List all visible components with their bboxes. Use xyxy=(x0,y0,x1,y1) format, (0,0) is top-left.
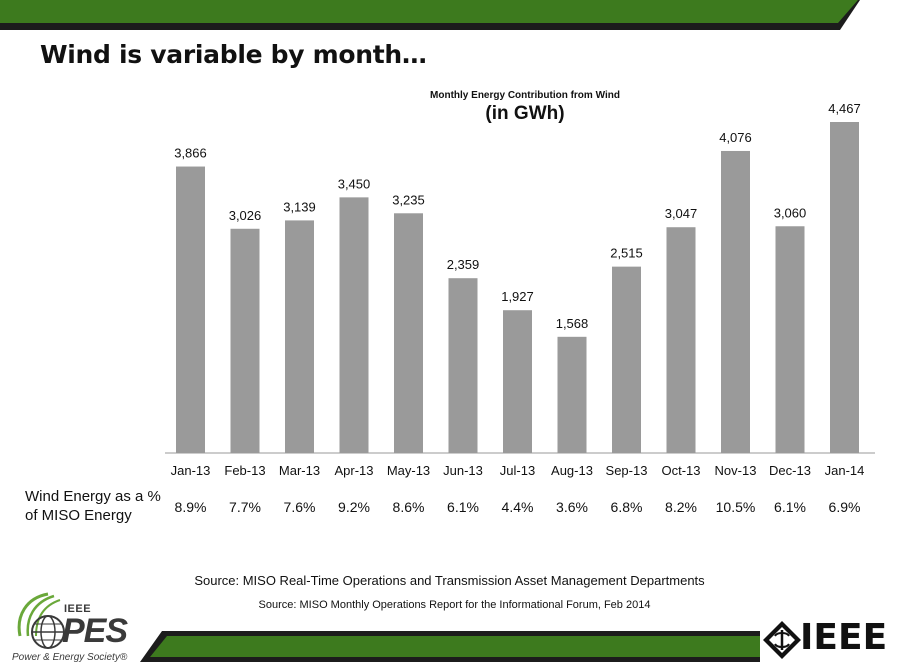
bar-value-label: 4,076 xyxy=(719,130,752,145)
percent-of-miso-label: 9.2% xyxy=(338,499,370,515)
percent-of-miso-label: 6.9% xyxy=(829,499,861,515)
category-tick-label: Mar-13 xyxy=(279,463,320,478)
percent-of-miso-label: 3.6% xyxy=(556,499,588,515)
percent-of-miso-label: 10.5% xyxy=(716,499,756,515)
source-note-2: Source: MISO Monthly Operations Report f… xyxy=(258,599,651,611)
category-tick-label: Sep-13 xyxy=(606,463,648,478)
bar-value-label: 3,866 xyxy=(174,146,207,161)
percent-of-miso-label: 6.1% xyxy=(774,499,806,515)
category-tick-label: Feb-13 xyxy=(224,463,265,478)
percent-of-miso-label: 8.2% xyxy=(665,499,697,515)
ieee-logo-text: IEEE xyxy=(800,617,888,658)
bar xyxy=(721,150,750,453)
pes-logo-text: PES xyxy=(62,612,128,650)
bar xyxy=(448,278,478,453)
bar xyxy=(830,122,859,453)
bar-value-label: 3,060 xyxy=(774,205,807,220)
bar xyxy=(775,226,805,453)
category-tick-label: Jan-14 xyxy=(825,463,865,478)
bar xyxy=(339,197,369,453)
bar-value-label: 2,515 xyxy=(610,246,643,261)
source-note-1: Source: MISO Real-Time Operations and Tr… xyxy=(194,573,705,588)
pes-logo-tagline: Power & Energy Society® xyxy=(12,652,128,663)
percent-of-miso-label: 6.8% xyxy=(611,499,643,515)
bar xyxy=(666,227,696,453)
percent-row-label: Wind Energy as a % of MISO Energy xyxy=(25,487,175,525)
percent-of-miso-label: 8.6% xyxy=(393,499,425,515)
percent-of-miso-label: 8.9% xyxy=(175,499,207,515)
category-tick-label: Jan-13 xyxy=(171,463,211,478)
category-tick-label: Jun-13 xyxy=(443,463,483,478)
percent-of-miso-label: 4.4% xyxy=(502,499,534,515)
category-tick-label: Apr-13 xyxy=(334,463,373,478)
pes-logo-top-text: IEEE xyxy=(64,603,92,615)
percent-label-group: 8.9% 7.7% 7.6% 9.2% 8.6% 6.1% 4.4% 3.6% 6.8% 8.2%… xyxy=(175,499,861,515)
bar xyxy=(612,266,641,453)
percent-of-miso-label: 7.6% xyxy=(284,499,316,515)
bar xyxy=(230,228,260,453)
bar-value-label: 1,927 xyxy=(501,289,534,304)
top-banner-green xyxy=(0,0,858,23)
category-label-group: Jan-13 Feb-13 Mar-13 Apr-13 May-13 Jun-13 Jul-… xyxy=(171,463,865,478)
bar-value-label: 2,359 xyxy=(447,257,480,272)
category-tick-label: Dec-13 xyxy=(769,463,811,478)
bottom-banner xyxy=(140,631,760,662)
percent-row-label-line1: Wind Energy as a % xyxy=(25,488,161,505)
bar xyxy=(176,166,205,454)
bar-value-label: 1,568 xyxy=(556,316,589,331)
top-banner xyxy=(0,0,860,30)
bottom-banner-green xyxy=(150,636,760,657)
bar-value-label: 4,467 xyxy=(828,101,861,116)
bar-value-label: 3,139 xyxy=(283,199,316,214)
bar-group xyxy=(176,122,859,454)
bar xyxy=(557,336,587,453)
bar-value-label: 3,047 xyxy=(665,206,698,221)
percent-of-miso-label: 6.1% xyxy=(447,499,479,515)
value-label-group: 3,866 3,026 3,139 3,450 3,235 2,359 1,927 1,568… xyxy=(174,101,861,331)
bar xyxy=(285,220,314,453)
slide-title: Wind is variable by month… xyxy=(40,40,427,69)
category-tick-label: May-13 xyxy=(387,463,430,478)
bar xyxy=(394,213,423,453)
category-tick-label: Nov-13 xyxy=(715,463,757,478)
ieee-diamond-icon xyxy=(763,621,801,659)
bar-value-label: 3,026 xyxy=(229,208,262,223)
category-tick-label: Jul-13 xyxy=(500,463,535,478)
chart-subtitle: (in GWh) xyxy=(485,103,565,124)
category-tick-label: Oct-13 xyxy=(661,463,700,478)
percent-of-miso-label: 7.7% xyxy=(229,499,261,515)
chart-title: Monthly Energy Contribution from Wind xyxy=(430,90,620,101)
bar-value-label: 3,450 xyxy=(338,176,371,191)
pes-globe-icon xyxy=(17,592,65,649)
percent-row-label-line2: of MISO Energy xyxy=(25,507,132,524)
bar-value-label: 3,235 xyxy=(392,192,425,207)
bar xyxy=(503,310,532,453)
category-tick-label: Aug-13 xyxy=(551,463,593,478)
